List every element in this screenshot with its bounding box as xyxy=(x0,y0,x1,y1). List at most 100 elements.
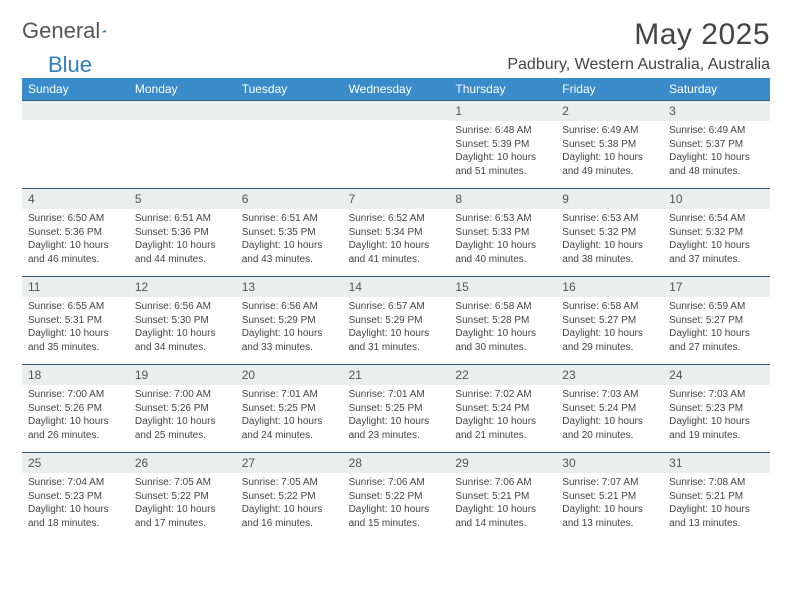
blank-cell xyxy=(236,100,343,188)
blank-cell xyxy=(343,100,450,188)
day-number: 4 xyxy=(22,189,129,209)
day-details: Sunrise: 7:02 AMSunset: 5:24 PMDaylight:… xyxy=(449,385,556,446)
day-cell-30: 30Sunrise: 7:07 AMSunset: 5:21 PMDayligh… xyxy=(556,452,663,540)
day-details: Sunrise: 6:58 AMSunset: 5:27 PMDaylight:… xyxy=(556,297,663,358)
day-cell-7: 7Sunrise: 6:52 AMSunset: 5:34 PMDaylight… xyxy=(343,188,450,276)
day-details: Sunrise: 6:50 AMSunset: 5:36 PMDaylight:… xyxy=(22,209,129,270)
calendar-grid: SundayMondayTuesdayWednesdayThursdayFrid… xyxy=(22,78,770,540)
day-details: Sunrise: 6:53 AMSunset: 5:33 PMDaylight:… xyxy=(449,209,556,270)
day-details: Sunrise: 6:49 AMSunset: 5:37 PMDaylight:… xyxy=(663,121,770,182)
day-details: Sunrise: 7:03 AMSunset: 5:24 PMDaylight:… xyxy=(556,385,663,446)
day-number: 11 xyxy=(22,277,129,297)
day-number: 9 xyxy=(556,189,663,209)
day-details: Sunrise: 6:56 AMSunset: 5:30 PMDaylight:… xyxy=(129,297,236,358)
blank-cell xyxy=(129,100,236,188)
day-number: 25 xyxy=(22,453,129,473)
day-cell-4: 4Sunrise: 6:50 AMSunset: 5:36 PMDaylight… xyxy=(22,188,129,276)
day-details: Sunrise: 6:57 AMSunset: 5:29 PMDaylight:… xyxy=(343,297,450,358)
day-number: 6 xyxy=(236,189,343,209)
dayheader-wednesday: Wednesday xyxy=(343,78,450,100)
dayheader-friday: Friday xyxy=(556,78,663,100)
day-details: Sunrise: 7:01 AMSunset: 5:25 PMDaylight:… xyxy=(236,385,343,446)
day-cell-12: 12Sunrise: 6:56 AMSunset: 5:30 PMDayligh… xyxy=(129,276,236,364)
day-cell-31: 31Sunrise: 7:08 AMSunset: 5:21 PMDayligh… xyxy=(663,452,770,540)
day-number: 28 xyxy=(343,453,450,473)
dayheader-saturday: Saturday xyxy=(663,78,770,100)
day-details: Sunrise: 7:06 AMSunset: 5:22 PMDaylight:… xyxy=(343,473,450,534)
day-number: 31 xyxy=(663,453,770,473)
day-details: Sunrise: 7:08 AMSunset: 5:21 PMDaylight:… xyxy=(663,473,770,534)
day-cell-19: 19Sunrise: 7:00 AMSunset: 5:26 PMDayligh… xyxy=(129,364,236,452)
day-cell-9: 9Sunrise: 6:53 AMSunset: 5:32 PMDaylight… xyxy=(556,188,663,276)
day-number: 17 xyxy=(663,277,770,297)
day-details: Sunrise: 7:05 AMSunset: 5:22 PMDaylight:… xyxy=(129,473,236,534)
day-cell-1: 1Sunrise: 6:48 AMSunset: 5:39 PMDaylight… xyxy=(449,100,556,188)
day-cell-21: 21Sunrise: 7:01 AMSunset: 5:25 PMDayligh… xyxy=(343,364,450,452)
day-details: Sunrise: 7:06 AMSunset: 5:21 PMDaylight:… xyxy=(449,473,556,534)
day-cell-10: 10Sunrise: 6:54 AMSunset: 5:32 PMDayligh… xyxy=(663,188,770,276)
day-number: 26 xyxy=(129,453,236,473)
day-details: Sunrise: 6:59 AMSunset: 5:27 PMDaylight:… xyxy=(663,297,770,358)
day-details: Sunrise: 6:53 AMSunset: 5:32 PMDaylight:… xyxy=(556,209,663,270)
day-number: 14 xyxy=(343,277,450,297)
day-details: Sunrise: 6:55 AMSunset: 5:31 PMDaylight:… xyxy=(22,297,129,358)
day-cell-14: 14Sunrise: 6:57 AMSunset: 5:29 PMDayligh… xyxy=(343,276,450,364)
dayheader-monday: Monday xyxy=(129,78,236,100)
day-number: 5 xyxy=(129,189,236,209)
day-number: 29 xyxy=(449,453,556,473)
day-number: 7 xyxy=(343,189,450,209)
day-cell-6: 6Sunrise: 6:51 AMSunset: 5:35 PMDaylight… xyxy=(236,188,343,276)
day-details: Sunrise: 7:00 AMSunset: 5:26 PMDaylight:… xyxy=(22,385,129,446)
day-number: 30 xyxy=(556,453,663,473)
day-cell-3: 3Sunrise: 6:49 AMSunset: 5:37 PMDaylight… xyxy=(663,100,770,188)
day-number: 15 xyxy=(449,277,556,297)
day-cell-5: 5Sunrise: 6:51 AMSunset: 5:36 PMDaylight… xyxy=(129,188,236,276)
dayheader-thursday: Thursday xyxy=(449,78,556,100)
dayheader-tuesday: Tuesday xyxy=(236,78,343,100)
day-details: Sunrise: 7:00 AMSunset: 5:26 PMDaylight:… xyxy=(129,385,236,446)
day-number: 2 xyxy=(556,101,663,121)
day-details: Sunrise: 6:51 AMSunset: 5:36 PMDaylight:… xyxy=(129,209,236,270)
day-details: Sunrise: 6:51 AMSunset: 5:35 PMDaylight:… xyxy=(236,209,343,270)
day-number: 1 xyxy=(449,101,556,121)
day-cell-15: 15Sunrise: 6:58 AMSunset: 5:28 PMDayligh… xyxy=(449,276,556,364)
day-number: 20 xyxy=(236,365,343,385)
logo-word2: Blue xyxy=(48,52,92,78)
day-cell-17: 17Sunrise: 6:59 AMSunset: 5:27 PMDayligh… xyxy=(663,276,770,364)
logo-triangle-icon xyxy=(102,22,106,40)
day-number: 10 xyxy=(663,189,770,209)
day-number: 19 xyxy=(129,365,236,385)
page-title: May 2025 xyxy=(634,18,770,52)
day-details: Sunrise: 7:05 AMSunset: 5:22 PMDaylight:… xyxy=(236,473,343,534)
day-cell-23: 23Sunrise: 7:03 AMSunset: 5:24 PMDayligh… xyxy=(556,364,663,452)
logo-word1: General xyxy=(22,18,100,44)
day-cell-2: 2Sunrise: 6:49 AMSunset: 5:38 PMDaylight… xyxy=(556,100,663,188)
day-number: 27 xyxy=(236,453,343,473)
day-number: 8 xyxy=(449,189,556,209)
day-cell-25: 25Sunrise: 7:04 AMSunset: 5:23 PMDayligh… xyxy=(22,452,129,540)
day-number: 18 xyxy=(22,365,129,385)
day-cell-13: 13Sunrise: 6:56 AMSunset: 5:29 PMDayligh… xyxy=(236,276,343,364)
day-cell-22: 22Sunrise: 7:02 AMSunset: 5:24 PMDayligh… xyxy=(449,364,556,452)
day-details: Sunrise: 6:52 AMSunset: 5:34 PMDaylight:… xyxy=(343,209,450,270)
day-number: 13 xyxy=(236,277,343,297)
day-number: 23 xyxy=(556,365,663,385)
day-details: Sunrise: 6:54 AMSunset: 5:32 PMDaylight:… xyxy=(663,209,770,270)
day-cell-20: 20Sunrise: 7:01 AMSunset: 5:25 PMDayligh… xyxy=(236,364,343,452)
day-details: Sunrise: 7:01 AMSunset: 5:25 PMDaylight:… xyxy=(343,385,450,446)
day-number: 24 xyxy=(663,365,770,385)
dayheader-sunday: Sunday xyxy=(22,78,129,100)
day-cell-26: 26Sunrise: 7:05 AMSunset: 5:22 PMDayligh… xyxy=(129,452,236,540)
day-details: Sunrise: 7:04 AMSunset: 5:23 PMDaylight:… xyxy=(22,473,129,534)
day-number: 21 xyxy=(343,365,450,385)
location-text: Padbury, Western Australia, Australia xyxy=(507,56,770,74)
day-details: Sunrise: 6:56 AMSunset: 5:29 PMDaylight:… xyxy=(236,297,343,358)
day-cell-18: 18Sunrise: 7:00 AMSunset: 5:26 PMDayligh… xyxy=(22,364,129,452)
day-details: Sunrise: 6:48 AMSunset: 5:39 PMDaylight:… xyxy=(449,121,556,182)
logo: General xyxy=(22,18,126,44)
day-cell-29: 29Sunrise: 7:06 AMSunset: 5:21 PMDayligh… xyxy=(449,452,556,540)
day-number: 16 xyxy=(556,277,663,297)
day-details: Sunrise: 7:03 AMSunset: 5:23 PMDaylight:… xyxy=(663,385,770,446)
blank-cell xyxy=(22,100,129,188)
day-details: Sunrise: 7:07 AMSunset: 5:21 PMDaylight:… xyxy=(556,473,663,534)
